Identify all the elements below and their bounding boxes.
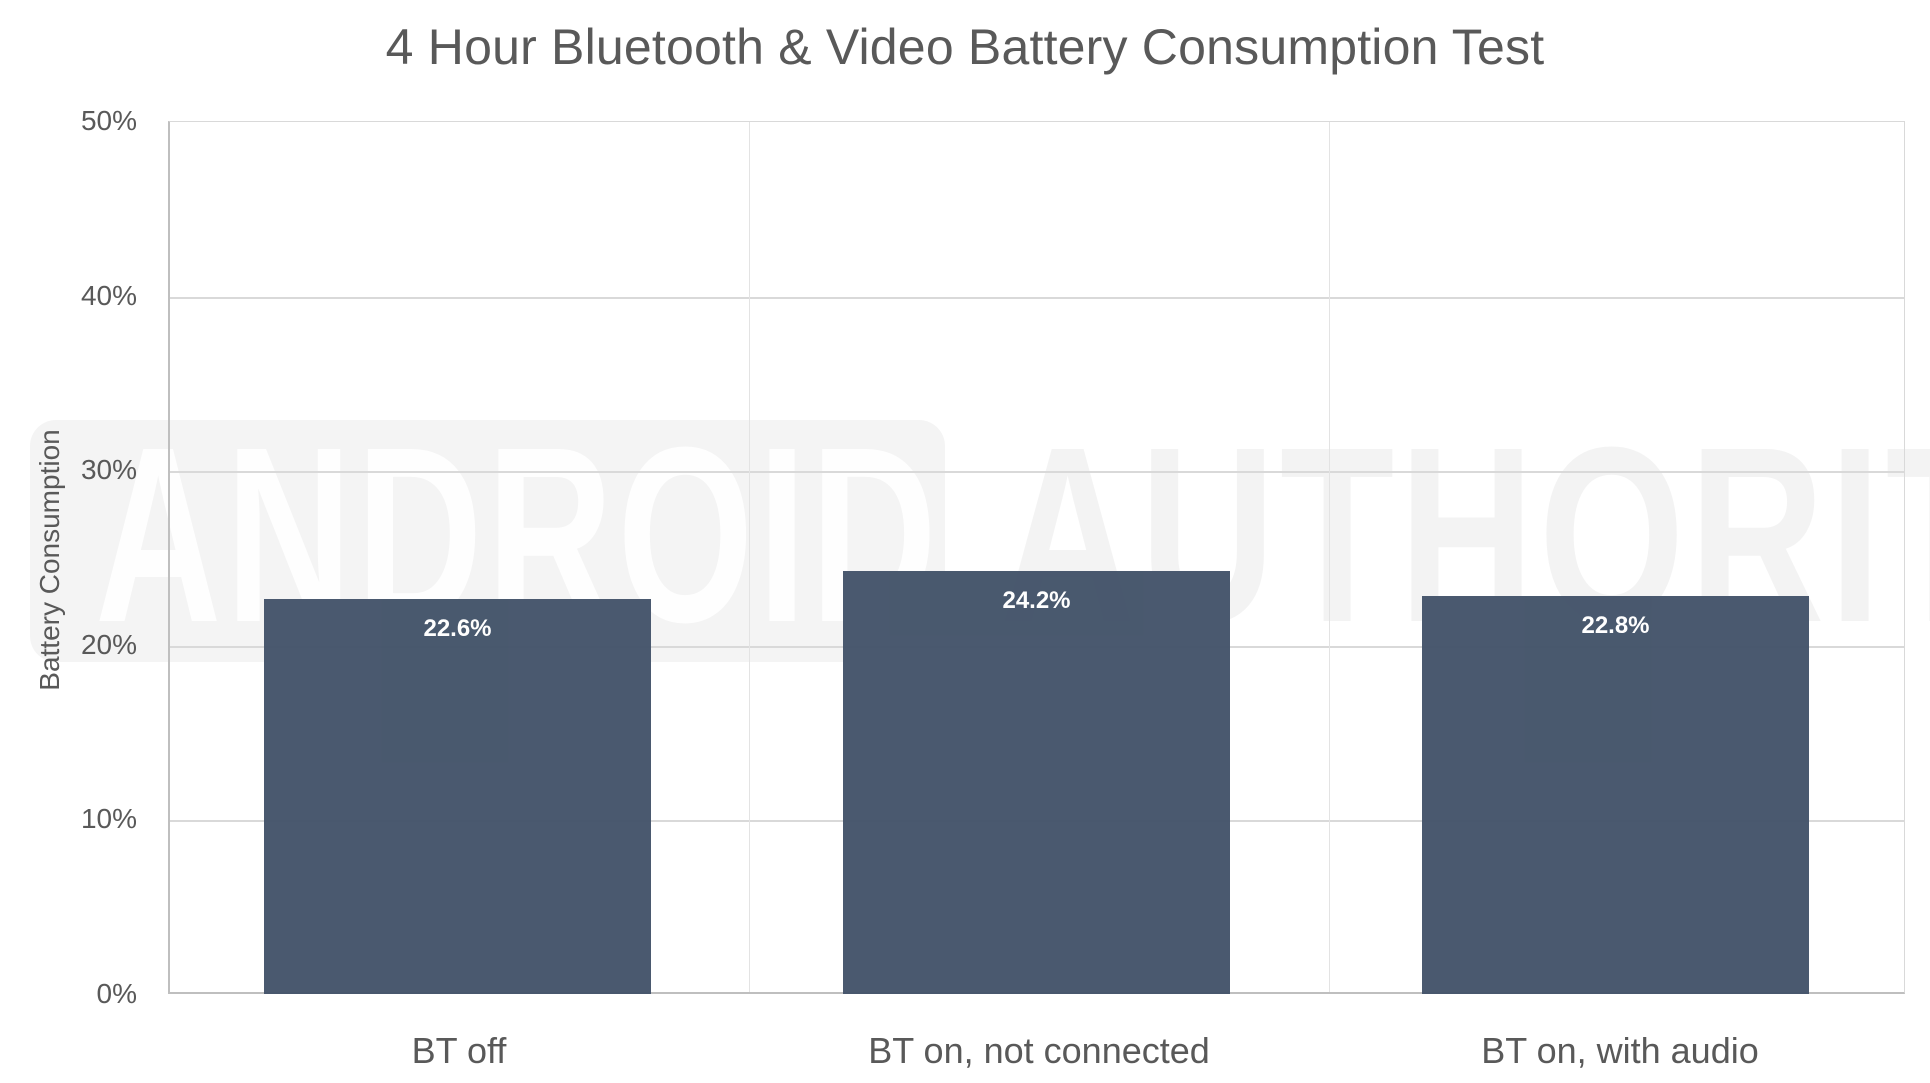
bar-bt-off[interactable]: 22.6% [264,599,651,994]
gridline-30 [170,471,1904,474]
y-tick-label: 10% [80,803,137,834]
y-tick-label: 40% [80,280,137,311]
y-axis-label: Battery Consumption [34,429,65,691]
y-tick-label: 50% [80,105,137,136]
category-divider [749,122,750,992]
y-tick-label: 20% [80,629,137,660]
category-divider [1329,122,1330,992]
bar-bt-on-not-connected[interactable]: 24.2% [843,571,1230,994]
chart-title: 4 Hour Bluetooth & Video Battery Consump… [385,19,1545,75]
x-tick-label: BT on, not connected [868,1030,1210,1071]
bar-bt-on-with-audio[interactable]: 22.8% [1422,595,1809,994]
bar-value-label: 22.6% [423,615,492,643]
y-tick-label: 30% [80,454,137,485]
bar-value-label: 24.2% [1002,587,1071,615]
y-tick-label: 0% [96,978,137,1009]
x-tick-label: BT on, with audio [1481,1030,1759,1071]
bar-value-label: 22.8% [1581,611,1650,639]
x-tick-label: BT off [411,1030,507,1071]
gridline-40 [170,296,1904,299]
